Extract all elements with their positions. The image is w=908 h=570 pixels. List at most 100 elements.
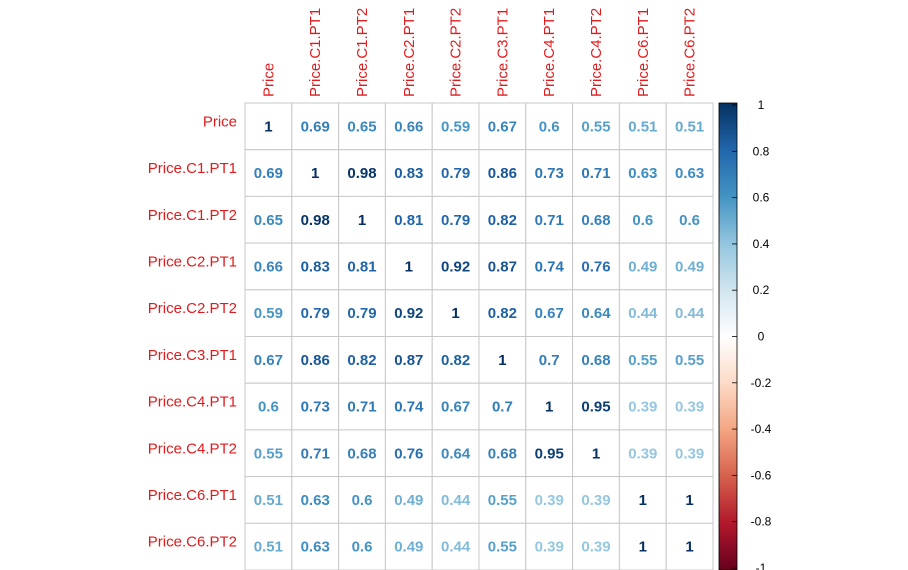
cell-value: 0.71 [535,212,564,229]
grid-cell [431,476,480,524]
grid-cell [618,336,667,384]
cell-value: 0.98 [347,165,376,182]
cell-value: 0.79 [441,212,470,229]
color-legend: 1 0.8 0.6 0.4 0.2 0 -0.2 -0.4 -0.6 -0.8 -1 [718,98,772,570]
column-labels: Price Price.C1.PT1 Price.C1.PT2 Price.C2.PT… [260,8,698,97]
cell-value: 0.63 [675,165,704,182]
cell-value: 0.73 [301,399,330,416]
cell-value: 0.39 [581,492,610,509]
cell-value: 0.55 [254,445,283,462]
cell-value: 0.76 [394,445,423,462]
grid-cell [665,289,714,337]
cell-value: 1 [358,212,366,229]
grid-cell [525,149,574,197]
cell-value: 1 [498,352,506,369]
grid-cell [478,382,527,431]
grid-cell [665,522,714,570]
grid-cell [665,195,714,244]
cell-value: 0.81 [347,258,376,275]
grid-cell [478,242,527,291]
grid-cell [618,522,667,570]
grid-cell [618,476,667,524]
cell-value: 0.67 [488,118,517,135]
grid-cell [384,429,433,478]
grid-cell [478,429,527,478]
grid-cell [478,336,527,384]
grid-cell [338,289,386,337]
row-label: Price.C6.PT1 [148,487,237,504]
cell-value: 0.39 [535,492,564,509]
cell-value: 0.92 [441,258,470,275]
colorbar-tick-label: 0.2 [753,283,770,297]
row-label: Price.C4.PT1 [148,394,237,411]
grid-cell [244,336,293,384]
colorbar-tick-label: -0.6 [751,468,772,482]
grid-cell [525,476,574,524]
cell-value: 0.7 [492,399,513,416]
colorbar-tick-label: 0 [758,330,765,344]
cell-value: 0.6 [539,118,560,135]
cell-value: 0.83 [301,258,330,275]
cell-value: 1 [311,165,319,182]
grid-cell [572,429,620,478]
cell-value: 0.39 [675,445,704,462]
grid-cell [665,382,714,431]
grid-cell [478,102,527,151]
grid-cell [525,522,574,570]
grid-cell [618,382,667,431]
cell-value: 0.69 [301,118,330,135]
grid-cell [338,336,386,384]
grid-cell [572,289,620,337]
cell-value: 0.59 [441,118,470,135]
cell-value: 0.82 [347,352,376,369]
column-label: Price.C1.PT1 [307,8,324,97]
cell-value: 0.39 [675,399,704,416]
grid-cell [525,382,574,431]
cell-value: 0.82 [488,305,517,322]
grid-cell [525,242,574,291]
row-labels: Price Price.C1.PT1 Price.C1.PT2 Price.C2.PT… [148,113,237,550]
grid-cell [618,149,667,197]
row-label: Price.C6.PT2 [148,534,237,551]
grid-cell [384,149,433,197]
cell-value: 1 [264,118,272,135]
cell-value: 0.73 [535,165,564,182]
grid-cell [291,429,340,478]
row-label: Price.C1.PT2 [148,207,237,224]
cell-value: 0.98 [301,212,330,229]
grid-cell [291,195,340,244]
cell-value: 0.64 [581,305,611,322]
grid-cell [618,195,667,244]
cell-value: 0.67 [254,352,283,369]
grid-cell [525,289,574,337]
cell-value: 1 [545,399,553,416]
cell-value: 0.51 [675,118,704,135]
cell-value: 1 [685,492,693,509]
cell-value: 0.49 [675,258,704,275]
grid-cell [572,149,620,197]
grid-cell [431,522,480,570]
cell-value: 1 [451,305,459,322]
column-label: Price.C4.PT1 [541,8,558,97]
grid-cell [244,195,293,244]
cell-value: 0.67 [535,305,564,322]
cell-value: 0.49 [394,492,423,509]
cell-value: 0.68 [581,212,610,229]
cell-value: 0.82 [441,352,470,369]
grid-cell [291,102,340,151]
cell-value: 1 [685,539,693,556]
cell-value: 0.55 [488,492,517,509]
column-label: Price.C4.PT2 [588,8,605,97]
grid-cell [572,102,620,151]
colorbar-tick-label: 1 [758,98,765,112]
cell-value: 0.65 [347,118,376,135]
cell-value: 0.68 [347,445,376,462]
column-label: Price.C6.PT2 [682,8,699,97]
cell-value: 0.6 [258,399,279,416]
grid-cell [665,149,714,197]
grid-cell [618,429,667,478]
grid-cell [244,476,293,524]
grid-cell [665,242,714,291]
row-label: Price.C4.PT2 [148,440,237,457]
cell-value: 0.82 [488,212,517,229]
